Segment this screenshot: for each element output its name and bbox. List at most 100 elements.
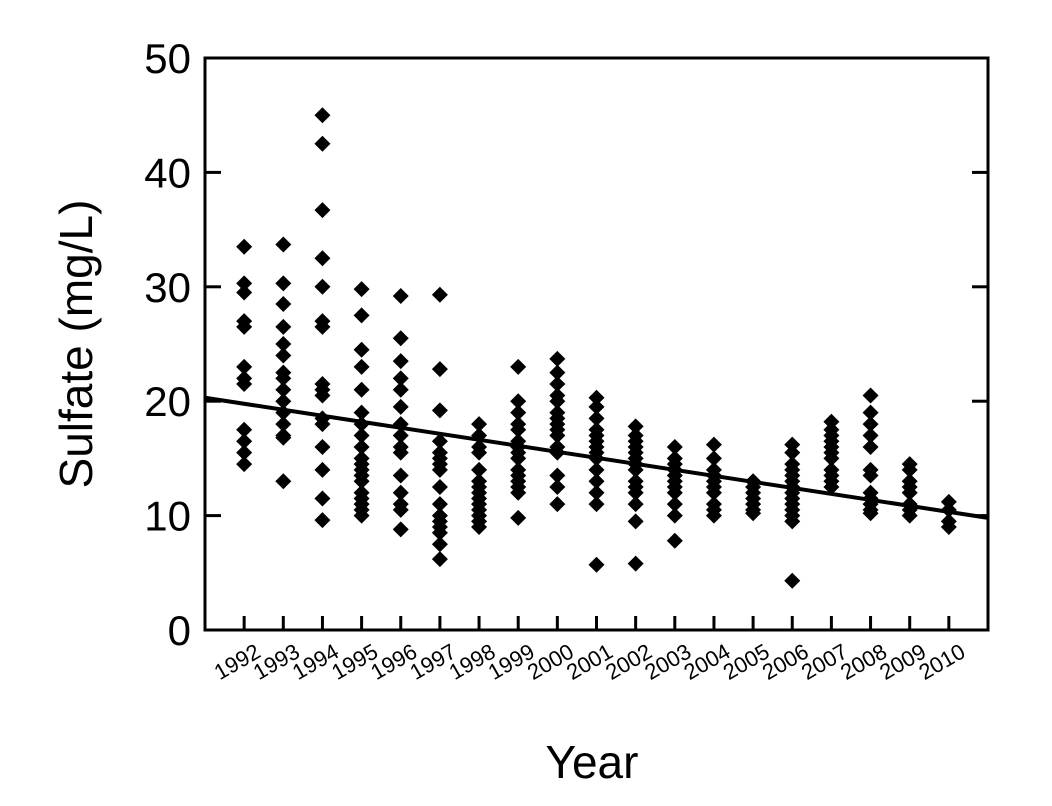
point <box>392 484 409 501</box>
point <box>588 484 605 501</box>
point <box>471 461 488 478</box>
point <box>392 353 409 370</box>
point <box>431 402 448 419</box>
point <box>275 429 292 446</box>
point <box>392 370 409 387</box>
point <box>510 358 527 375</box>
point <box>666 532 683 549</box>
point <box>784 572 801 589</box>
point <box>471 416 488 433</box>
point <box>862 467 879 484</box>
point <box>236 433 253 450</box>
point <box>588 496 605 513</box>
point <box>627 513 644 530</box>
point <box>236 358 253 375</box>
point <box>392 444 409 461</box>
point <box>275 416 292 433</box>
point <box>823 450 840 467</box>
point <box>353 341 370 358</box>
point <box>314 461 331 478</box>
point <box>314 202 331 219</box>
point <box>862 438 879 455</box>
y-tick-label: 10 <box>144 493 191 540</box>
point <box>627 555 644 572</box>
point <box>627 484 644 501</box>
y-tick-label: 30 <box>144 264 191 311</box>
point <box>236 238 253 255</box>
point <box>862 404 879 421</box>
point <box>588 461 605 478</box>
point <box>392 398 409 415</box>
point <box>510 404 527 421</box>
point <box>549 376 566 393</box>
point <box>392 381 409 398</box>
point <box>353 507 370 524</box>
point <box>588 389 605 406</box>
point <box>510 484 527 501</box>
y-axis-title: Sulfate (mg/L) <box>50 200 102 489</box>
point <box>275 336 292 352</box>
point <box>549 496 566 513</box>
point <box>392 467 409 484</box>
point <box>353 381 370 398</box>
point <box>901 461 918 478</box>
point <box>431 479 448 495</box>
point <box>549 393 566 410</box>
point <box>549 467 566 484</box>
point <box>666 484 683 501</box>
y-tick-label: 50 <box>144 35 191 82</box>
point <box>940 493 957 510</box>
point <box>236 444 253 461</box>
x-axis-title: Year <box>546 736 639 788</box>
point <box>549 364 566 381</box>
point <box>275 370 292 387</box>
point <box>431 551 448 568</box>
point <box>588 398 605 415</box>
point <box>745 505 762 522</box>
point <box>275 318 292 335</box>
point <box>862 505 879 522</box>
point <box>901 484 918 501</box>
point <box>431 286 448 303</box>
point <box>236 318 253 335</box>
point <box>353 404 370 421</box>
point <box>392 330 409 347</box>
point <box>471 519 488 536</box>
point <box>784 436 801 453</box>
point <box>236 275 253 292</box>
point <box>314 107 331 124</box>
point <box>705 507 722 524</box>
point <box>940 519 957 536</box>
point <box>314 490 331 507</box>
point <box>471 444 488 461</box>
point <box>275 236 292 253</box>
point <box>353 473 370 490</box>
point <box>314 512 331 529</box>
point <box>666 438 683 455</box>
point <box>314 438 331 455</box>
point <box>275 381 292 398</box>
point <box>549 350 566 367</box>
point <box>236 456 253 473</box>
point <box>275 393 292 410</box>
point <box>666 496 683 513</box>
x-tick-label: 2010 <box>914 639 969 685</box>
point <box>353 307 370 324</box>
point <box>236 284 253 301</box>
point <box>275 295 292 312</box>
point <box>510 509 527 526</box>
point <box>353 358 370 375</box>
point <box>901 507 918 524</box>
point <box>705 484 722 501</box>
point <box>784 513 801 530</box>
point <box>549 479 566 495</box>
point <box>314 250 331 267</box>
point <box>431 536 448 553</box>
point <box>431 496 448 513</box>
y-tick-label: 20 <box>144 378 191 425</box>
y-tick-label: 40 <box>144 149 191 196</box>
point <box>392 287 409 304</box>
point <box>627 418 644 435</box>
point <box>862 416 879 433</box>
